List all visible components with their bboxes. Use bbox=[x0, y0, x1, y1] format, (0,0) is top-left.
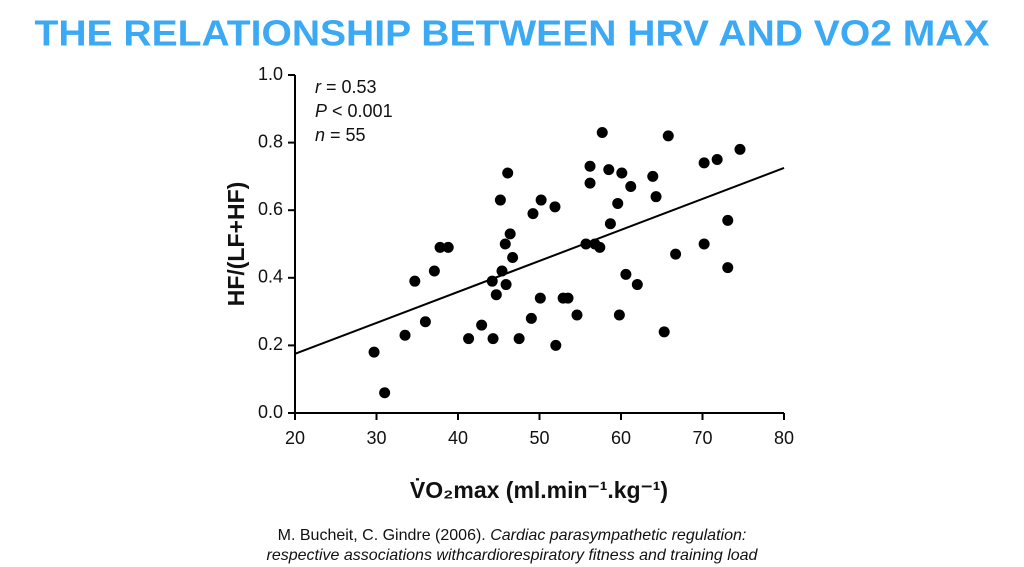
x-tick-label: 40 bbox=[448, 428, 468, 448]
point bbox=[499, 238, 511, 250]
y-tick-label: 0.6 bbox=[258, 199, 283, 219]
point bbox=[584, 160, 596, 172]
x-axis-label: V̇O₂max (ml.min⁻¹.kg⁻¹) bbox=[410, 477, 668, 503]
point bbox=[613, 309, 625, 321]
point bbox=[535, 194, 547, 206]
point bbox=[494, 194, 506, 206]
point bbox=[419, 316, 431, 328]
x-tick-label: 70 bbox=[692, 428, 712, 448]
x-tick-label: 20 bbox=[285, 428, 305, 448]
point bbox=[698, 157, 710, 169]
annotation-symbol: P bbox=[315, 101, 327, 121]
citation-title: respective associations withcardiorespir… bbox=[267, 547, 759, 564]
point bbox=[513, 333, 525, 345]
point bbox=[604, 218, 616, 230]
point bbox=[463, 333, 475, 345]
point bbox=[658, 326, 670, 338]
point bbox=[442, 241, 454, 253]
point bbox=[698, 238, 710, 250]
annotation-text: = 55 bbox=[325, 125, 366, 145]
point bbox=[650, 191, 662, 203]
point bbox=[612, 197, 624, 209]
point bbox=[711, 154, 723, 165]
point bbox=[662, 130, 674, 142]
point bbox=[722, 214, 734, 226]
annotation-symbol: r bbox=[315, 77, 322, 97]
point bbox=[490, 289, 502, 301]
point bbox=[399, 329, 411, 341]
annotation-text: < 0.001 bbox=[327, 101, 393, 121]
point bbox=[534, 292, 546, 304]
point bbox=[580, 238, 592, 250]
point bbox=[620, 268, 632, 280]
point bbox=[596, 126, 608, 138]
point bbox=[670, 248, 682, 260]
point bbox=[631, 279, 643, 291]
trend-line bbox=[294, 167, 785, 355]
point bbox=[476, 319, 488, 331]
y-tick-label: 0.2 bbox=[258, 334, 283, 354]
point bbox=[428, 265, 440, 277]
y-axis-label: HF/(LF+HF) bbox=[223, 182, 249, 307]
citation-authors: M. Bucheit, C. Gindre (2006). bbox=[278, 527, 491, 544]
point bbox=[550, 339, 562, 351]
chart-title: THE RELATIONSHIP BETWEEN HRV AND VO2 MAX bbox=[35, 13, 990, 54]
point bbox=[527, 208, 539, 220]
point bbox=[603, 164, 615, 176]
y-tick-label: 0.8 bbox=[258, 131, 283, 151]
annotation-symbol: n bbox=[315, 125, 325, 145]
point bbox=[496, 265, 508, 277]
y-tick-label: 1.0 bbox=[258, 64, 283, 84]
point bbox=[616, 167, 628, 179]
point bbox=[409, 275, 421, 287]
x-tick-label: 50 bbox=[529, 428, 549, 448]
x-tick-label: 60 bbox=[611, 428, 631, 448]
y-tick-label: 0.4 bbox=[258, 267, 283, 287]
annotation: P < 0.001 bbox=[315, 101, 393, 121]
point bbox=[502, 167, 514, 179]
point bbox=[486, 275, 498, 287]
annotation-text: = 0.53 bbox=[321, 77, 377, 97]
annotation: n = 55 bbox=[315, 125, 366, 145]
point bbox=[500, 279, 512, 291]
y-tick-label: 0.0 bbox=[258, 402, 283, 422]
point bbox=[379, 387, 391, 399]
point bbox=[434, 241, 446, 253]
point bbox=[504, 228, 516, 240]
citation: M. Bucheit, C. Gindre (2006). Cardiac pa… bbox=[278, 527, 747, 544]
point bbox=[734, 143, 746, 155]
point bbox=[594, 241, 606, 253]
point bbox=[562, 292, 574, 304]
point bbox=[525, 312, 537, 324]
point bbox=[549, 201, 561, 213]
x-tick-label: 80 bbox=[774, 428, 794, 448]
point bbox=[571, 309, 583, 321]
point bbox=[368, 346, 380, 358]
point bbox=[647, 170, 659, 182]
point bbox=[487, 333, 499, 345]
citation-title: Cardiac parasympathetic regulation: bbox=[490, 527, 746, 544]
x-tick-label: 30 bbox=[366, 428, 386, 448]
point bbox=[722, 262, 734, 274]
point bbox=[584, 177, 596, 189]
point bbox=[625, 181, 637, 193]
annotation: r = 0.53 bbox=[315, 77, 377, 97]
point bbox=[507, 252, 519, 264]
